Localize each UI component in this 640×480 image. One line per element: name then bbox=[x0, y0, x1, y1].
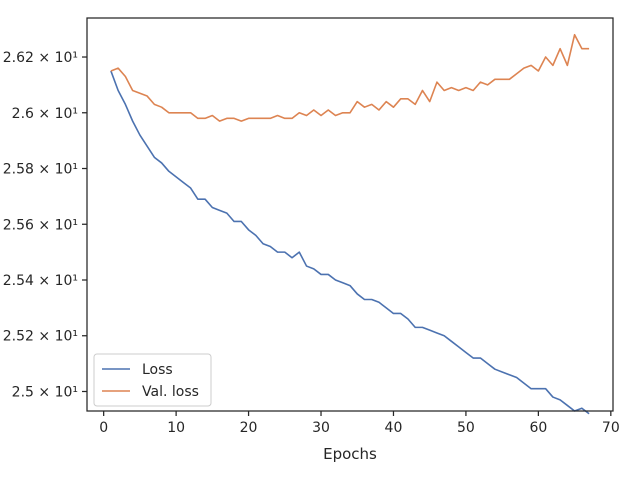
series-layer bbox=[110, 33, 590, 415]
x-axis: 0 10 20 30 40 50 60 70 bbox=[99, 411, 620, 436]
x-tick-label: 60 bbox=[529, 420, 547, 436]
x-tick-label: 40 bbox=[385, 420, 403, 436]
y-tick-label: 2.58 × 10¹ bbox=[3, 162, 78, 178]
legend-label: Val. loss bbox=[142, 384, 199, 400]
x-tick-label: 30 bbox=[312, 420, 330, 436]
y-tick-label: 2.52 × 10¹ bbox=[3, 329, 78, 345]
y-tick-label: 2.6 × 10¹ bbox=[12, 106, 78, 122]
y-tick-label: 2.54 × 10¹ bbox=[3, 273, 78, 289]
x-tick-label: 50 bbox=[457, 420, 475, 436]
y-axis: 2.5 × 10¹ 2.52 × 10¹ 2.54 × 10¹ 2.56 × 10¹ 2… bbox=[3, 50, 87, 400]
y-tick-label: 2.56 × 10¹ bbox=[3, 217, 78, 233]
series-line-val-loss bbox=[110, 33, 590, 122]
legend-label: Loss bbox=[142, 362, 173, 378]
plot-frame bbox=[86, 17, 614, 412]
series-line-loss bbox=[110, 70, 590, 415]
x-tick-label: 10 bbox=[167, 420, 185, 436]
x-axis-label: Epochs bbox=[323, 445, 377, 463]
y-tick-label: 2.62 × 10¹ bbox=[3, 50, 78, 66]
legend: Loss Val. loss bbox=[93, 353, 212, 407]
x-tick-label: 70 bbox=[602, 420, 620, 436]
x-tick-label: 20 bbox=[240, 420, 258, 436]
y-tick-label: 2.5 × 10¹ bbox=[12, 384, 78, 400]
x-tick-label: 0 bbox=[99, 420, 108, 436]
legend-box bbox=[93, 353, 212, 407]
